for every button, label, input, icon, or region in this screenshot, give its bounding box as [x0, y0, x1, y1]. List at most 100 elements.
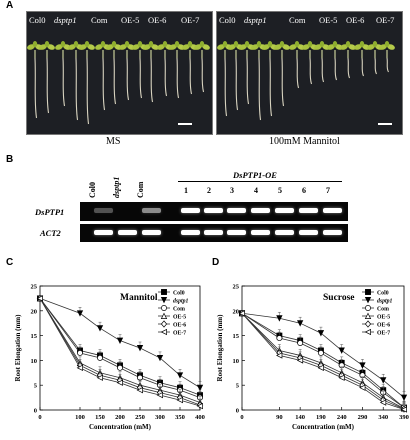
series-line	[241, 312, 405, 408]
x-tick-label: 90	[276, 414, 283, 421]
lane-label: dsptp1	[112, 176, 121, 198]
x-tick-label: 250	[135, 414, 145, 421]
x-tick-label: 240	[337, 414, 347, 421]
data-point	[160, 297, 168, 304]
seedling	[55, 41, 71, 107]
y-tick-label: 0	[34, 408, 37, 415]
data-point	[76, 310, 84, 317]
legend-label: OE-5	[377, 314, 390, 320]
data-point	[297, 340, 304, 346]
genotype-label-right: dsptp1	[244, 15, 267, 25]
seedling	[39, 41, 55, 114]
lane-label: Com	[136, 181, 145, 198]
series-oe-7	[238, 310, 407, 413]
data-point	[76, 364, 83, 372]
legend-label: OE-7	[173, 330, 186, 336]
legend-entry: Com	[362, 305, 389, 312]
seedling	[194, 41, 210, 93]
legend-label: dsptp1	[173, 298, 189, 304]
data-point	[161, 305, 167, 311]
seedling	[27, 41, 43, 119]
y-tick-label: 5	[236, 383, 240, 390]
oe-lane-label: 1	[184, 186, 188, 195]
y-tick-label: 15	[233, 333, 240, 340]
series-line	[241, 313, 405, 410]
plot-frame	[241, 285, 405, 411]
data-point	[296, 357, 304, 364]
gel-band	[118, 230, 137, 235]
seedlings-ms	[27, 41, 210, 125]
data-point	[400, 394, 408, 401]
data-point	[296, 320, 304, 327]
legend-entry: OE-6	[158, 320, 186, 328]
gel-band	[204, 208, 223, 213]
oe-bracket-line	[178, 181, 342, 182]
genotype-label-right: Com	[289, 15, 306, 25]
gel-band	[94, 208, 113, 213]
seedling	[143, 41, 159, 103]
gel-band	[181, 230, 200, 235]
x-tick-label: 150	[95, 414, 105, 421]
legend-entry: Col0	[362, 289, 389, 296]
oe-header: DsPTP1-OE	[233, 170, 277, 180]
scale-bar-left	[178, 123, 192, 125]
panel-c-letter: C	[6, 257, 14, 268]
x-tick-label: 200	[115, 414, 125, 421]
data-point	[380, 377, 387, 384]
x-axis-label: Concentration (mM)	[292, 423, 355, 431]
legend-entry: OE-7	[158, 328, 186, 336]
seedling	[217, 41, 233, 117]
genotype-label-right: OE-5	[319, 15, 338, 25]
x-tick-label: 300	[155, 414, 165, 421]
x-tick-label: 290	[358, 414, 368, 421]
gel-band	[227, 230, 246, 235]
data-point	[276, 352, 283, 359]
x-tick-label: 340	[378, 414, 388, 421]
legend-entry: Col0	[158, 289, 185, 296]
x-tick-label: 390	[399, 414, 409, 421]
gel-band	[275, 230, 294, 235]
series-line	[39, 298, 201, 396]
data-point	[364, 297, 372, 304]
seedling	[239, 41, 255, 105]
legend-label: OE-6	[377, 322, 390, 328]
data-point	[359, 384, 366, 391]
data-point	[338, 374, 345, 381]
condition-label-ms: MS	[106, 136, 121, 147]
seedling	[274, 41, 290, 107]
panel-d-letter: D	[212, 257, 220, 268]
x-tick-label: 190	[316, 414, 326, 421]
legend-label: Com	[173, 306, 185, 312]
y-axis-label: Root Elongation (mm)	[216, 314, 224, 382]
data-point	[364, 312, 372, 319]
gel-band	[323, 208, 342, 213]
data-point	[156, 354, 164, 362]
series-line	[39, 298, 201, 389]
seedling	[228, 41, 244, 111]
data-point	[117, 364, 123, 371]
gel-band	[299, 230, 318, 235]
legend-entry: OE-5	[362, 312, 390, 320]
gel-band	[251, 208, 270, 213]
seedling	[327, 41, 343, 81]
series-line	[241, 312, 405, 409]
gel-band	[94, 230, 113, 235]
genotype-label-left: Col0	[29, 15, 46, 25]
series-line	[39, 298, 201, 406]
x-tick-label: 0	[240, 414, 243, 421]
data-point	[97, 354, 103, 361]
data-point	[160, 312, 168, 319]
data-point	[196, 402, 203, 410]
series-dsptp1	[36, 295, 204, 392]
series-line	[241, 312, 405, 398]
data-point	[136, 345, 144, 352]
chart-sucrose: Sucrose 0 5 10 15 20 25 0 90 140 190 240 290 340 390 Co…	[216, 284, 409, 432]
legend-entry: dsptp1	[362, 297, 393, 304]
panel-a-letter: A	[6, 0, 14, 11]
gel-band	[204, 230, 223, 235]
chart-title: Mannitol	[120, 293, 158, 303]
gel-row-label-dsptp1: DsPTP1	[35, 207, 65, 217]
legend-label: Com	[377, 306, 389, 312]
genotype-label-left: dsptp1	[54, 15, 77, 25]
